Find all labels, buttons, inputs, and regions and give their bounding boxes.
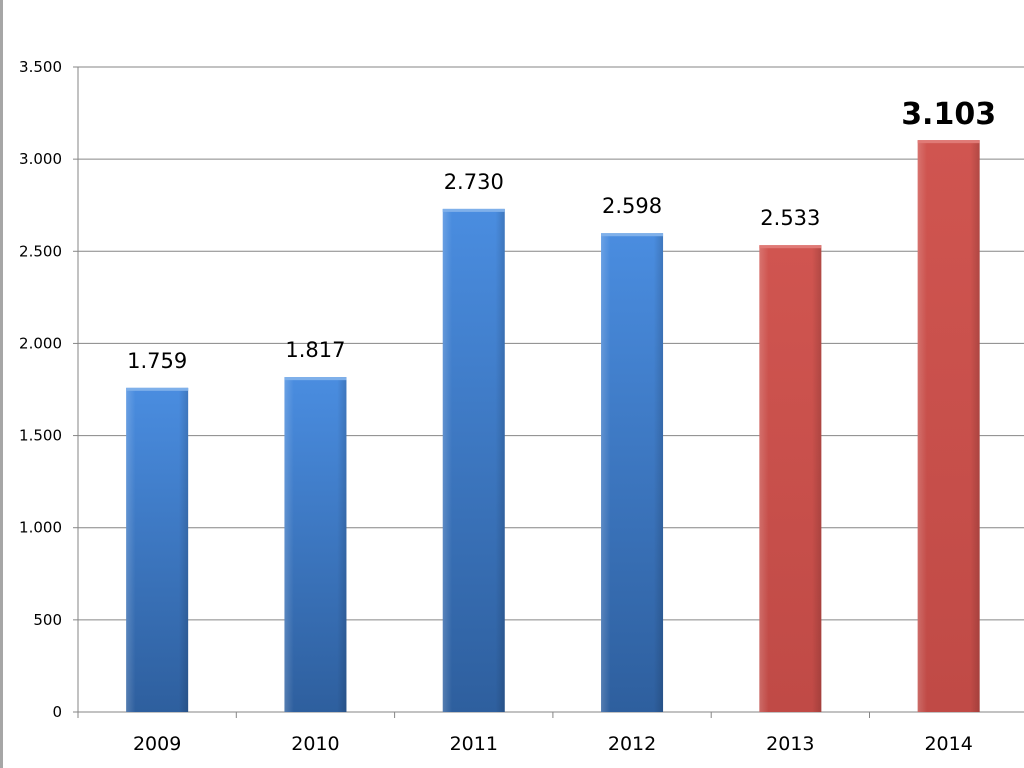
bar-top-cap: [759, 245, 822, 249]
y-tick-label: 1.500: [19, 427, 62, 445]
bar-top-cap: [126, 387, 189, 391]
bar-shading: [126, 387, 189, 712]
left-edge-border: [0, 0, 3, 768]
bar-shading: [284, 377, 347, 712]
gridlines: [78, 66, 1024, 621]
bar-2014: [917, 140, 980, 712]
x-tick-label: 2009: [133, 733, 181, 755]
data-label: 3.103: [901, 97, 996, 132]
bar-2009: [126, 387, 189, 712]
bar-top-cap: [442, 208, 505, 212]
y-tick-label: 2.500: [19, 242, 62, 260]
x-tick-label: 2011: [450, 733, 498, 755]
bar-top-cap: [917, 140, 980, 144]
labels: 0 500 1.000 1.500 2.000 2.500 3.000 3.500 1.759 2…: [19, 58, 996, 755]
bars: [126, 140, 980, 712]
x-tick-label: 2014: [924, 733, 972, 755]
bar-top-cap: [284, 377, 347, 381]
x-tick-label: 2012: [608, 733, 656, 755]
y-tick-label: 500: [33, 611, 62, 629]
bar-shading: [442, 208, 505, 712]
bar-top-cap: [601, 233, 664, 237]
bar-2011: [442, 208, 505, 712]
x-tick-label: 2013: [766, 733, 814, 755]
bar-shading: [601, 233, 664, 712]
bar-2010: [284, 377, 347, 712]
bar-shading: [917, 140, 980, 712]
axes: [73, 66, 1024, 718]
data-label: 2.598: [602, 194, 662, 218]
y-tick-label: 1.000: [19, 519, 62, 537]
bar-2012: [601, 233, 664, 712]
bar-shading: [759, 245, 822, 712]
data-label: 2.533: [760, 206, 820, 230]
y-tick-label: 0: [52, 703, 62, 721]
data-label: 2.730: [444, 170, 504, 194]
x-tick-label: 2010: [291, 733, 339, 755]
y-tick-label: 2.000: [19, 334, 62, 352]
data-label: 1.817: [285, 338, 345, 362]
y-tick-label: 3.000: [19, 150, 62, 168]
data-label: 1.759: [127, 349, 187, 373]
y-tick-label: 3.500: [19, 58, 62, 76]
bar-2013: [759, 245, 822, 712]
